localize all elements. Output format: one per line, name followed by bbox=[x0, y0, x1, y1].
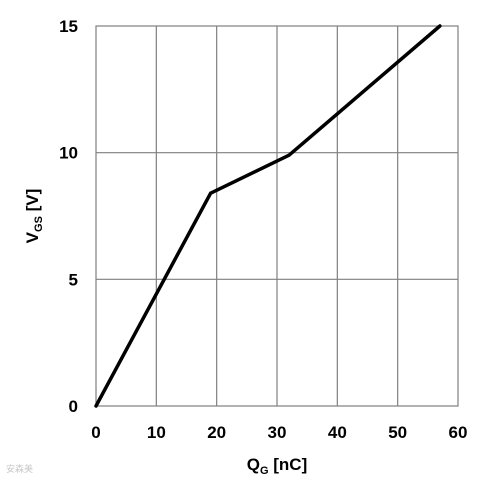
y-axis-label-sub: GS bbox=[33, 216, 45, 232]
x-tick-label: 20 bbox=[207, 423, 226, 442]
y-axis-label-unit: [V] bbox=[23, 189, 42, 216]
x-axis-label-main: Q bbox=[247, 455, 260, 474]
y-axis-label: VGS [V] bbox=[23, 189, 45, 244]
y-tick-label: 0 bbox=[69, 397, 78, 416]
y-tick-label: 5 bbox=[69, 270, 78, 289]
x-tick-label: 40 bbox=[328, 423, 347, 442]
grid bbox=[96, 26, 458, 406]
x-axis-label: QG [nC] bbox=[247, 455, 308, 477]
x-tick-label: 50 bbox=[388, 423, 407, 442]
plot-area-frame bbox=[95, 25, 459, 407]
x-tick-labels: 0 10 20 30 40 50 60 bbox=[91, 423, 467, 442]
x-tick-label: 30 bbox=[268, 423, 287, 442]
series-layer bbox=[94, 24, 442, 408]
x-tick-label: 60 bbox=[449, 423, 468, 442]
x-axis-label-unit: [nC] bbox=[269, 455, 308, 474]
y-tick-label: 15 bbox=[59, 17, 78, 36]
y-axis-label-main: V bbox=[23, 231, 42, 243]
series-line-0 bbox=[94, 24, 442, 408]
y-tick-labels: 0 5 10 15 bbox=[59, 17, 78, 416]
x-tick-label: 10 bbox=[147, 423, 166, 442]
watermark-text: 安森美 bbox=[6, 463, 33, 474]
x-tick-label: 0 bbox=[91, 423, 100, 442]
x-axis-label-sub: G bbox=[260, 465, 269, 477]
y-tick-label: 10 bbox=[59, 144, 78, 163]
